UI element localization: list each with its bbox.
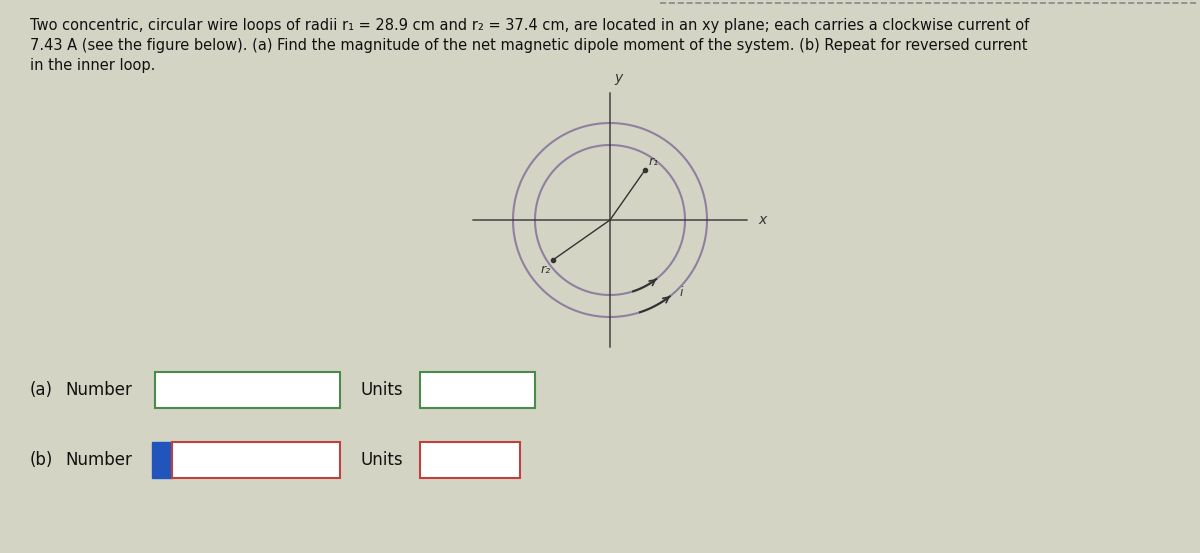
Text: Two concentric, circular wire loops of radii r₁ = 28.9 cm and r₂ = 37.4 cm, are : Two concentric, circular wire loops of r… — [30, 18, 1030, 33]
Text: i: i — [160, 453, 164, 467]
FancyBboxPatch shape — [172, 442, 340, 478]
Text: in the inner loop.: in the inner loop. — [30, 58, 155, 73]
Text: (a): (a) — [30, 381, 53, 399]
Text: Units: Units — [360, 381, 403, 399]
Text: Units: Units — [360, 451, 403, 469]
Text: ▲: ▲ — [517, 383, 522, 389]
Text: 9.61e+0: 9.61e+0 — [184, 452, 250, 467]
Text: ▲: ▲ — [502, 453, 508, 459]
Text: x: x — [758, 213, 767, 227]
Text: Number: Number — [65, 451, 132, 469]
Text: y: y — [614, 71, 623, 85]
Text: ▼: ▼ — [517, 392, 522, 398]
Text: Number: Number — [65, 381, 132, 399]
Text: ▼: ▼ — [502, 462, 508, 468]
Text: r₁: r₁ — [648, 155, 659, 168]
Text: 5.21e+0: 5.21e+0 — [167, 383, 233, 398]
Text: (b): (b) — [30, 451, 53, 469]
Text: r₂: r₂ — [541, 263, 551, 276]
Text: A: A — [428, 453, 438, 467]
FancyBboxPatch shape — [420, 442, 520, 478]
FancyBboxPatch shape — [155, 372, 340, 408]
FancyBboxPatch shape — [152, 442, 172, 478]
Text: i: i — [679, 286, 683, 299]
Text: A-m^2: A-m^2 — [428, 383, 476, 397]
Text: 7.43 A (see the figure below). (a) Find the magnitude of the net magnetic dipole: 7.43 A (see the figure below). (a) Find … — [30, 38, 1027, 53]
FancyBboxPatch shape — [420, 372, 535, 408]
